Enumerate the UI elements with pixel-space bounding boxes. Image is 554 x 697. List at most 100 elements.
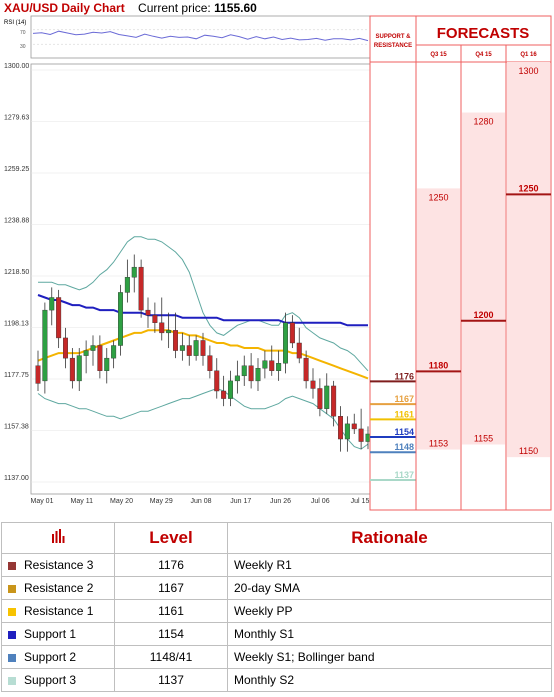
candle-body — [207, 355, 213, 371]
candle-body — [152, 314, 158, 323]
candle-body — [193, 340, 199, 356]
candle-body — [90, 345, 96, 351]
forecast-col-label: Q4 15 — [475, 52, 492, 58]
y-tick-label: 1218.50 — [4, 269, 29, 276]
x-axis-ticks: May 01 May 11 May 20 May 29 Jun 08 Jun 17 Jun … — [31, 498, 370, 505]
candle-body — [200, 340, 206, 356]
candle-body — [131, 266, 137, 278]
candle-body — [262, 360, 268, 369]
y-tick-label: 1300.00 — [4, 63, 29, 70]
table-row: Resistance 3 1176 Weekly R1 — [1, 553, 552, 577]
x-tick-label: Jun 08 — [190, 498, 211, 505]
x-tick-label: Jul 15 — [351, 498, 370, 505]
legend-swatch — [8, 676, 16, 685]
candle-body — [317, 388, 323, 409]
candle-body — [310, 380, 316, 389]
bollinger-bands — [37, 236, 369, 450]
x-tick-label: May 29 — [150, 498, 173, 505]
row-rationale: Weekly PP — [227, 599, 552, 623]
row-name: Resistance 3 — [1, 553, 115, 577]
candle-body — [145, 309, 151, 316]
row-label: Resistance 3 — [24, 558, 94, 572]
candle-body — [324, 385, 330, 409]
row-rationale: Weekly S1; Bollinger band — [227, 645, 552, 669]
row-rationale: Weekly R1 — [227, 553, 552, 577]
row-level: 1167 — [114, 576, 228, 600]
sr-header-1: SUPPORT & — [375, 34, 411, 40]
candle-body — [166, 330, 172, 334]
sr-level-value: 1167 — [394, 394, 414, 404]
candle-body — [296, 342, 302, 359]
levels-table: Level Rationale Resistance 3 1176 Weekly R… — [1, 522, 552, 692]
forecast-title: FORECASTS — [437, 25, 530, 42]
candle-body — [344, 423, 350, 440]
sr-level-value: 1148 — [394, 442, 414, 452]
row-level: 1148/41 — [114, 645, 228, 669]
forecast-range — [507, 62, 550, 458]
price-panel — [30, 63, 371, 495]
sr-level-value: 1161 — [394, 409, 414, 419]
rsi-label: RSI (14) — [4, 20, 26, 26]
candle-body — [351, 423, 357, 430]
forecast-mid-value: 1250 — [518, 183, 538, 193]
y-tick-label: 1137.00 — [4, 475, 29, 482]
candle-body — [138, 266, 144, 311]
row-level: 1137 — [114, 668, 228, 692]
forecast-mid-value: 1180 — [429, 360, 449, 370]
candle-body — [104, 357, 110, 371]
y-tick-label: 1238.88 — [4, 218, 29, 225]
candle-body — [283, 322, 289, 364]
candle-body — [159, 322, 165, 334]
forecast-range — [462, 112, 505, 445]
candle-body — [76, 355, 82, 382]
candle-body — [241, 365, 247, 377]
forecast-high-value: 1250 — [428, 192, 448, 202]
forecast-col-label: Q1 16 — [520, 52, 537, 58]
candle-body — [214, 370, 220, 392]
sma-blue — [37, 294, 368, 327]
forecast-range — [417, 188, 460, 450]
candle-body — [117, 292, 123, 346]
x-tick-label: May 11 — [71, 498, 94, 505]
row-level: 1161 — [114, 599, 228, 623]
bollinger-lower — [37, 387, 369, 450]
price-chart: RSI (14) 70 30 1300.00 1279.63 1259.25 1238… — [4, 15, 552, 511]
row-name: Support 1 — [1, 622, 115, 646]
bollinger-upper — [38, 236, 369, 372]
row-name: Resistance 2 — [1, 576, 115, 600]
y-tick-label: 1279.63 — [4, 115, 29, 122]
candle-body — [331, 385, 337, 417]
row-label: Resistance 1 — [24, 604, 94, 618]
row-level: 1154 — [114, 622, 228, 646]
table-row: Resistance 1 1161 Weekly PP — [1, 599, 552, 623]
sr-level-value: 1176 — [394, 371, 414, 381]
candle-body — [69, 357, 75, 382]
x-tick-label: Jun 26 — [270, 498, 291, 505]
y-tick-label: 1157.38 — [4, 424, 29, 431]
price-value: 1155.60 — [214, 1, 257, 15]
bar-chart-icon — [52, 529, 65, 543]
y-grid: 1300.00 1279.63 1259.25 1238.88 1218.50 1198.… — [4, 63, 370, 483]
row-label: Support 1 — [24, 627, 77, 641]
candle-body — [97, 345, 103, 371]
col-level: Level — [114, 522, 228, 554]
table-row: Support 2 1148/41 Weekly S1; Bollinger ban… — [1, 645, 552, 669]
sr-levels: 1176 1167 1161 1154 1148 1137 — [370, 371, 416, 481]
row-name: Support 2 — [1, 645, 115, 669]
y-tick-label: 1177.75 — [4, 372, 29, 379]
candle-body — [49, 297, 55, 311]
row-label: Resistance 2 — [24, 581, 94, 595]
table-row: Support 1 1154 Monthly S1 — [1, 622, 552, 646]
forecast-mid-value: 1200 — [473, 310, 493, 320]
rsi-line — [32, 29, 369, 45]
row-name: Support 3 — [1, 668, 115, 692]
candle-body — [186, 345, 192, 356]
sr-panel — [369, 15, 417, 511]
x-tick-label: May 20 — [110, 498, 133, 505]
candle-body — [35, 365, 41, 384]
x-tick-label: Jul 06 — [311, 498, 330, 505]
forecast-low-value: 1155 — [474, 434, 493, 444]
x-tick-label: Jun 17 — [230, 498, 251, 505]
sr-header-2: RESISTANCE — [374, 43, 412, 49]
candle-body — [248, 365, 254, 382]
